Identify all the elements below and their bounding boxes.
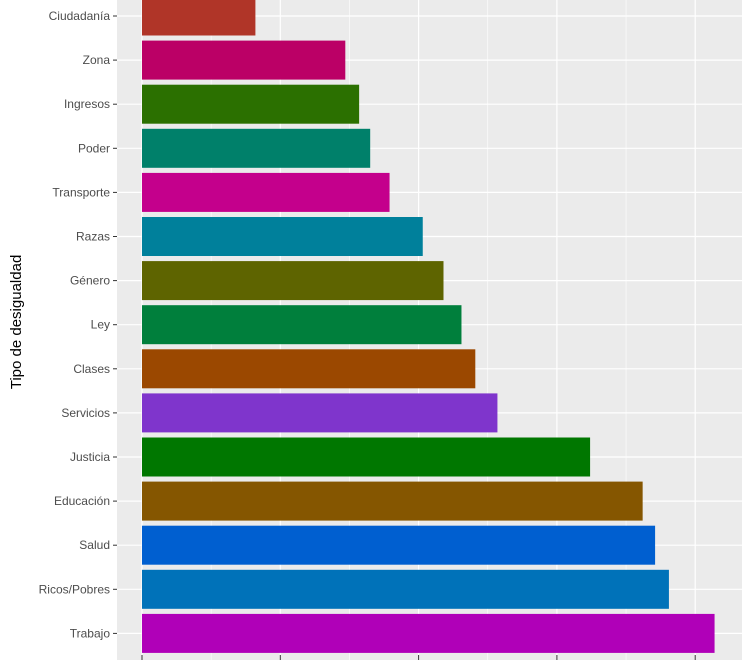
- bar: [142, 217, 423, 256]
- y-tick-label: Género: [70, 274, 110, 288]
- bar: [142, 128, 371, 168]
- y-tick-label: Razas: [76, 230, 110, 244]
- y-axis-ticks: Ciudadanía Zona Ingresos Poder Transporte Raz…: [39, 9, 117, 640]
- y-tick-label: Trabajo: [70, 626, 111, 640]
- y-tick-label: Ley: [91, 318, 110, 332]
- bar: [142, 569, 669, 609]
- y-tick-label: Ingresos: [64, 97, 110, 111]
- bar: [142, 525, 656, 565]
- y-tick-label: Educación: [54, 494, 110, 508]
- bar: [142, 305, 462, 345]
- bar: [142, 172, 390, 212]
- bar: [142, 481, 643, 521]
- x-axis-ticks: [141, 655, 696, 660]
- bar: [142, 613, 715, 653]
- y-tick-label: Clases: [73, 362, 110, 376]
- bar: [142, 349, 476, 389]
- bar: [142, 393, 498, 433]
- bar: [142, 84, 360, 124]
- bars: [142, 0, 715, 653]
- y-tick-label: Justicia: [70, 450, 110, 464]
- bar: [142, 0, 256, 36]
- y-tick-label: Ciudadanía: [49, 9, 111, 23]
- y-axis-title: Tipo de desigualdad: [8, 255, 25, 390]
- y-tick-label: Salud: [79, 538, 110, 552]
- bar: [142, 437, 591, 477]
- y-tick-label: Transporte: [52, 185, 110, 199]
- bar: [142, 261, 444, 301]
- y-tick-label: Ricos/Pobres: [39, 582, 110, 596]
- y-tick-label: Poder: [78, 141, 110, 155]
- y-tick-label: Servicios: [61, 406, 110, 420]
- y-tick-label: Zona: [83, 53, 111, 67]
- bar: [142, 40, 346, 80]
